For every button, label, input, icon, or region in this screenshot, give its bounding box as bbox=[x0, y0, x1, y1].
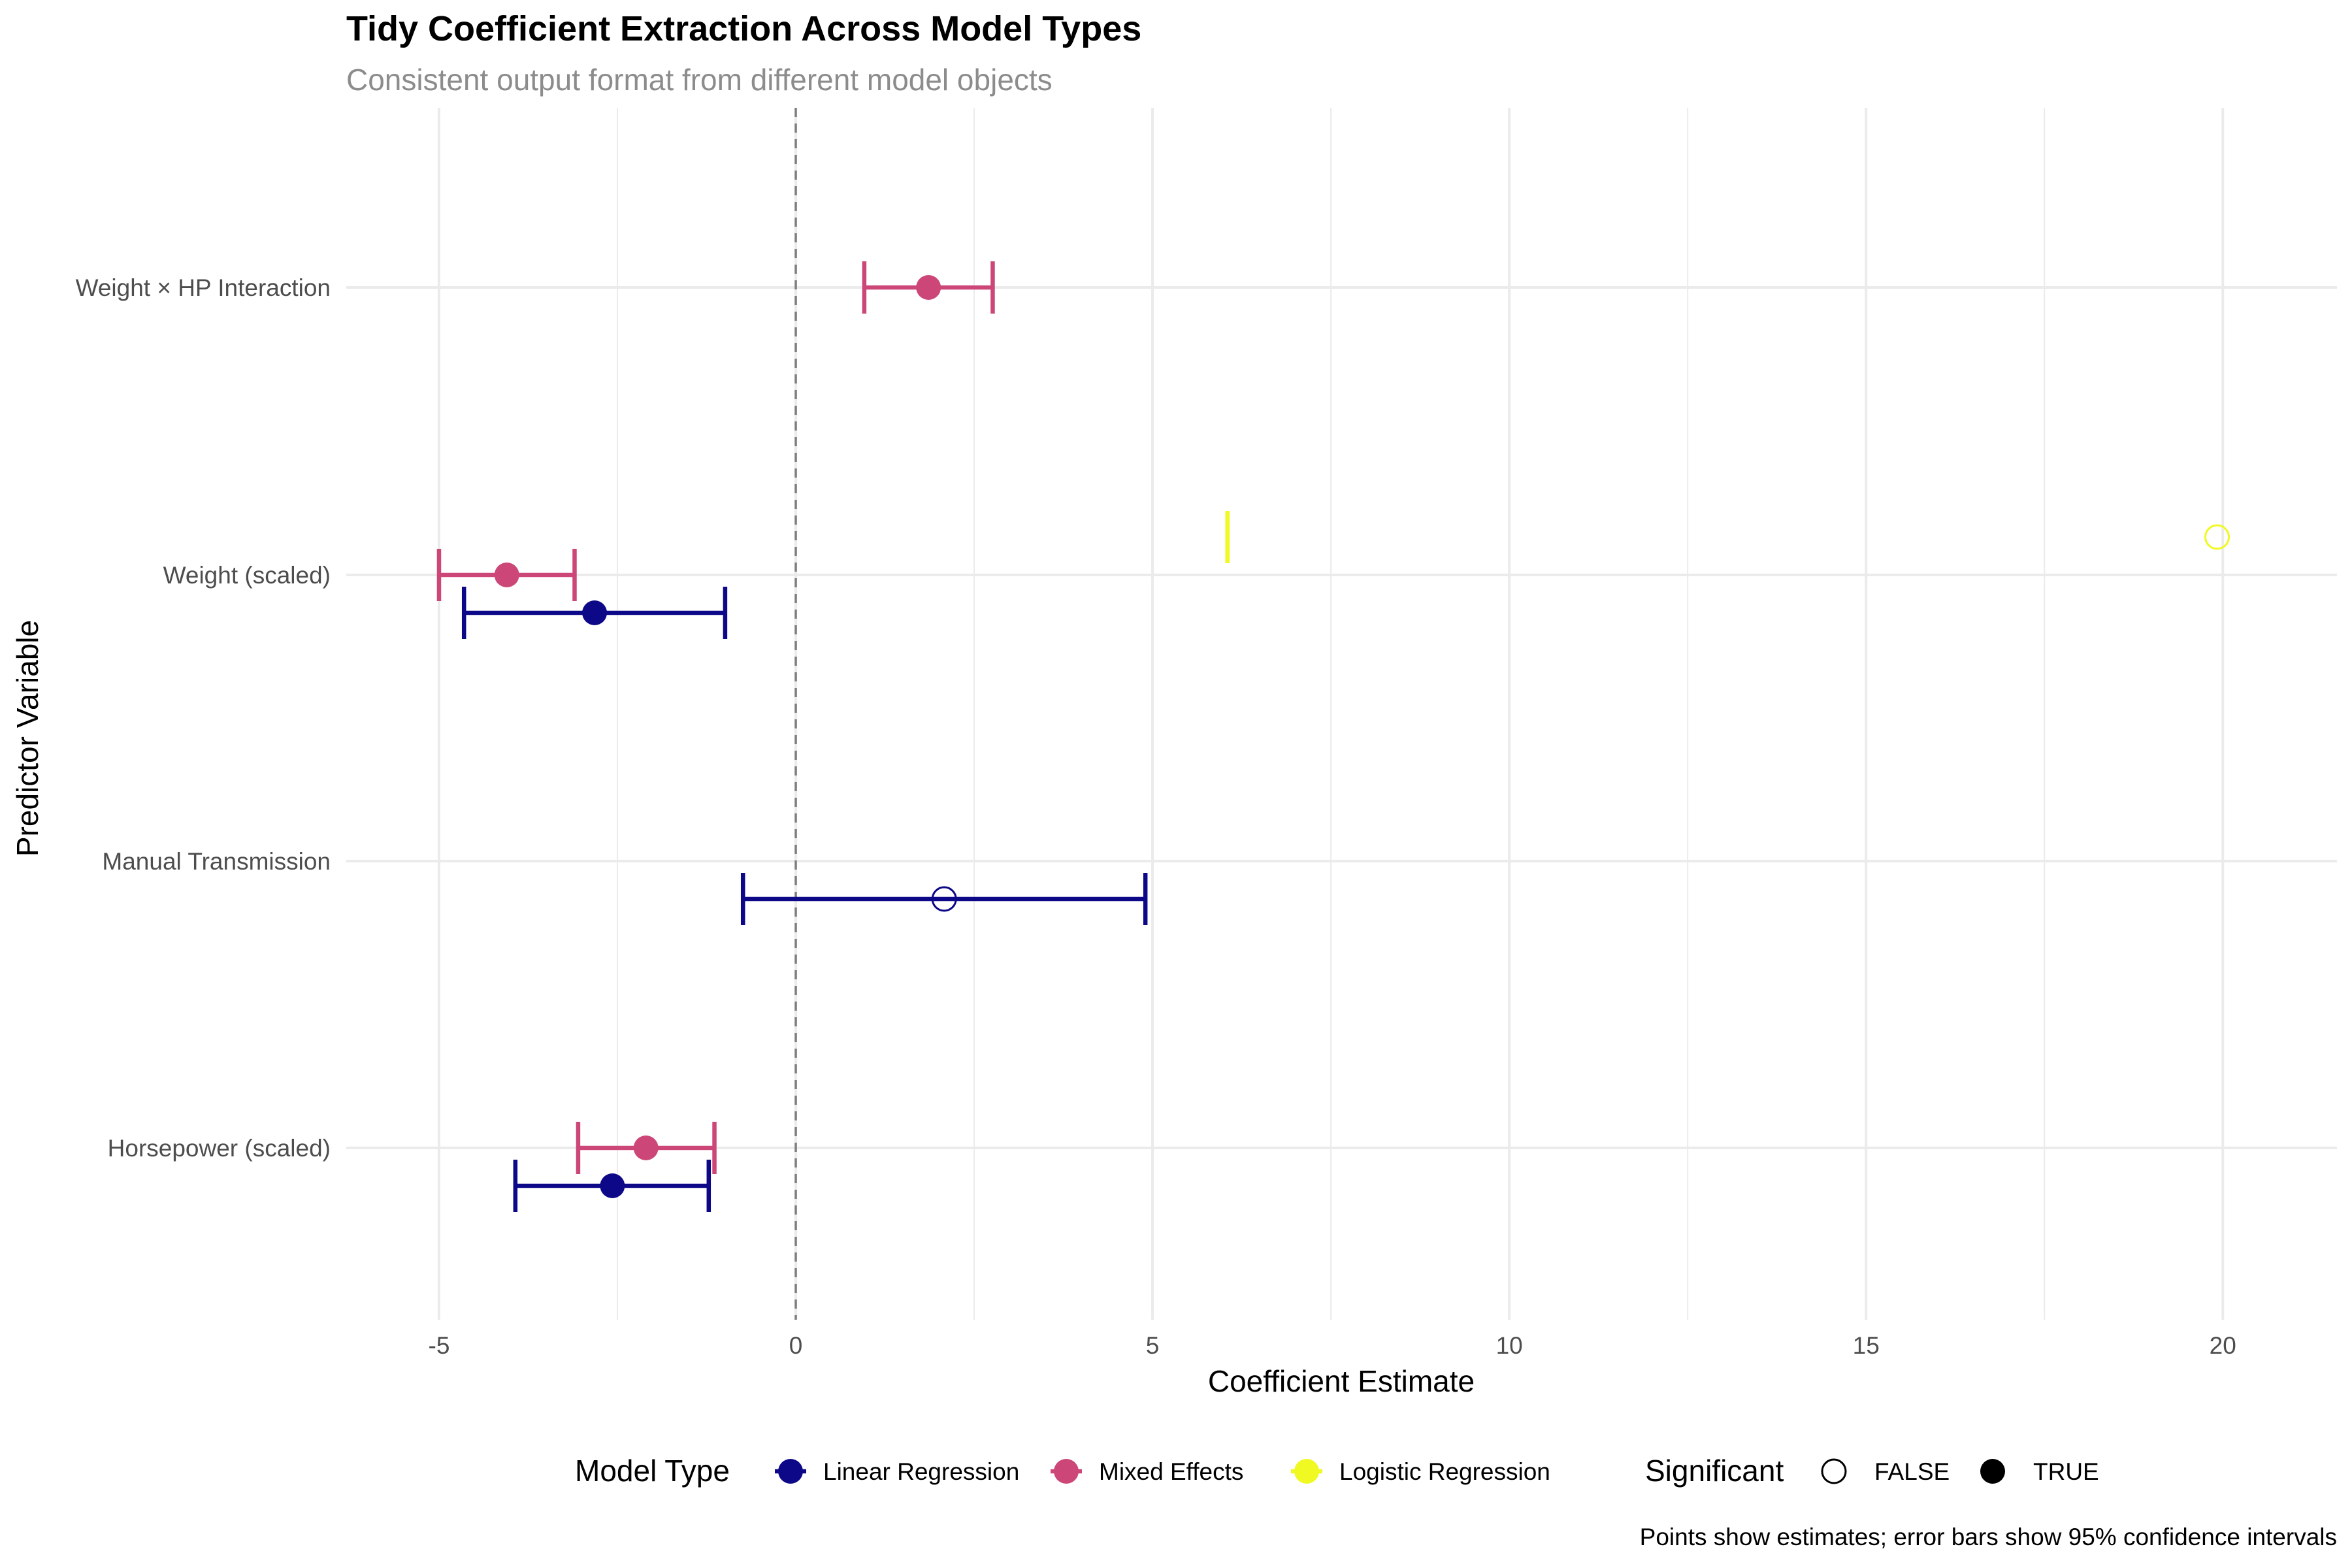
legend-key-hollow-point bbox=[1821, 1458, 1847, 1484]
legend-label: TRUE bbox=[2033, 1458, 2099, 1485]
y-tick-label: Weight (scaled) bbox=[163, 562, 331, 589]
data-marks bbox=[436, 261, 2230, 1212]
x-axis: -5 0 5 10 15 20 bbox=[429, 1332, 2236, 1359]
series-mixed-effects bbox=[436, 261, 995, 1174]
x-tick-label: 20 bbox=[2210, 1332, 2236, 1359]
estimate-point bbox=[931, 886, 957, 912]
legend-label: Mixed Effects bbox=[1099, 1458, 1243, 1485]
chart-caption: Points show estimates; error bars show 9… bbox=[1640, 1524, 2337, 1550]
y-axis: Weight × HP Interaction Weight (scaled) Ma… bbox=[76, 274, 331, 1162]
y-tick-label: Weight × HP Interaction bbox=[76, 274, 331, 301]
x-tick-label: 10 bbox=[1496, 1332, 1523, 1359]
x-axis-title: Coefficient Estimate bbox=[1208, 1364, 1475, 1398]
estimate-point bbox=[2204, 524, 2230, 550]
series-logistic-regression bbox=[1225, 511, 2230, 563]
x-tick-label: 15 bbox=[1853, 1332, 1880, 1359]
estimate-point bbox=[582, 600, 608, 625]
estimate-point bbox=[916, 275, 941, 300]
x-tick-label: -5 bbox=[429, 1332, 450, 1359]
y-axis-title: Predictor Variable bbox=[10, 620, 44, 857]
legend-key-filled-point bbox=[1980, 1459, 2005, 1484]
estimate-point bbox=[494, 563, 519, 587]
estimate-point bbox=[600, 1173, 625, 1198]
x-tick-label: 0 bbox=[789, 1332, 803, 1359]
estimate-point bbox=[633, 1135, 659, 1160]
legend-label: Logistic Regression bbox=[1339, 1458, 1550, 1485]
legend-key-point bbox=[1054, 1459, 1079, 1484]
chart-subtitle: Consistent output format from different … bbox=[346, 63, 1053, 97]
legend: Model Type Significant Linear Regression… bbox=[575, 1454, 2099, 1488]
legend-label: Linear Regression bbox=[823, 1458, 1019, 1485]
legend-label: FALSE bbox=[1874, 1458, 1950, 1485]
x-tick-label: 5 bbox=[1146, 1332, 1160, 1359]
y-tick-label: Manual Transmission bbox=[102, 848, 331, 875]
y-tick-label: Horsepower (scaled) bbox=[108, 1135, 331, 1162]
legend-title-significant: Significant bbox=[1645, 1454, 1784, 1488]
legend-key-point bbox=[778, 1459, 803, 1484]
legend-title-model-type: Model Type bbox=[575, 1454, 730, 1488]
legend-key-point bbox=[1294, 1459, 1319, 1484]
chart-title: Tidy Coefficient Extraction Across Model… bbox=[346, 9, 1141, 48]
series-linear-regression bbox=[461, 587, 1148, 1212]
grid bbox=[346, 108, 2337, 1320]
